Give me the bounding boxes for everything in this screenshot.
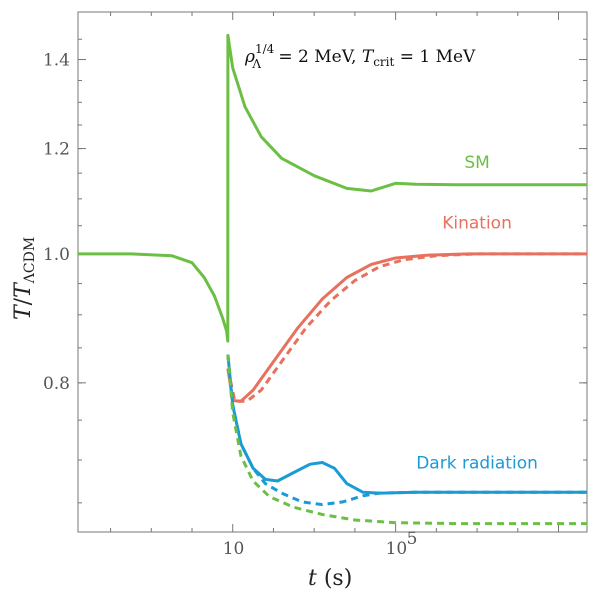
parameter-annotation: ρ1/4 Λ = 2 MeV, Tcrit = 1 MeV bbox=[244, 42, 476, 71]
series-line-kination bbox=[226, 252, 587, 403]
x-tick-label: 10 bbox=[223, 539, 245, 559]
x-tick-exponent: 5 bbox=[407, 529, 418, 549]
y-tick-label: 1.0 bbox=[43, 245, 70, 265]
y-tick-label: 1.2 bbox=[43, 140, 70, 160]
plot-frame bbox=[77, 11, 588, 533]
y-axis-title: T/TΛCDM bbox=[11, 237, 38, 320]
y-tick-label: 1.4 bbox=[43, 51, 70, 71]
ticks-group: 10 10 50.81.01.21.4 bbox=[43, 12, 587, 559]
x-tick-label: 10 bbox=[386, 539, 408, 559]
series-label-dark-radiation: Dark radiation bbox=[416, 453, 538, 473]
series-line-sm bbox=[78, 33, 587, 343]
x-axis-title: t (s) bbox=[308, 566, 352, 591]
series-line-sm-dashed bbox=[226, 354, 587, 526]
series-line-kination-dashed bbox=[226, 252, 587, 403]
y-tick-label: 0.8 bbox=[43, 374, 70, 394]
series-label-kination: Kination bbox=[442, 213, 512, 233]
series-labels: SM Kination Dark radiation bbox=[416, 153, 538, 473]
series-label-sm: SM bbox=[464, 153, 489, 173]
series-line-dark-radiation-dashed bbox=[226, 354, 587, 507]
series-lines bbox=[78, 33, 587, 526]
